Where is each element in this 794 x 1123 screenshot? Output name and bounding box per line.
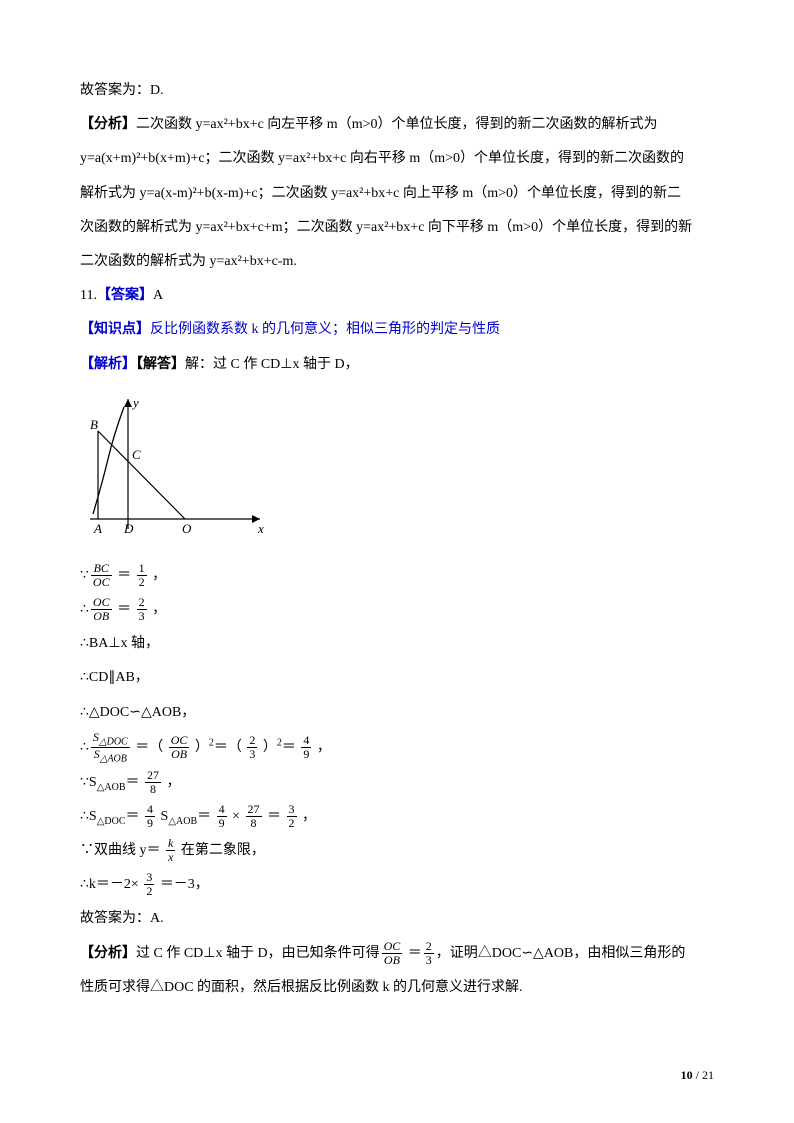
line-cd-par: ∴CD∥AB，	[80, 662, 714, 694]
p5: 次函数的解析式为 y=ax²+bx+c+m；二次函数 y=ax²+bx+c 向下…	[80, 212, 714, 244]
jx-label: 【解析】	[80, 357, 136, 372]
page-number: 10 / 21	[681, 1068, 714, 1083]
analysis-2b: 性质可求得△DOC 的面积，然后根据反比例函数 k 的几何意义进行求解.	[80, 972, 714, 1004]
p4: 解析式为 y=a(x-m)²+b(x-m)+c；二次函数 y=ax²+bx+c …	[80, 178, 714, 210]
eq-s-aob: ∵S△AOB＝ 278 ，	[80, 767, 714, 799]
solution-intro: 【解析】【解答】解：过 C 作 CD⊥x 轴于 D，	[80, 349, 714, 381]
page-total: 21	[702, 1068, 714, 1082]
eq-oc-ob: ∴OCOB ＝ 23 ，	[80, 594, 714, 626]
page-sep: /	[693, 1068, 702, 1082]
point-d: D	[123, 521, 134, 536]
p3: y=a(x+m)²+b(x+m)+c；二次函数 y=ax²+bx+c 向右平移 …	[80, 143, 714, 175]
answer-label: 【答案】	[97, 288, 153, 303]
eq-k-value: ∴k＝－2× 32 ＝－3，	[80, 869, 714, 901]
final-answer: 故答案为：A.	[80, 903, 714, 935]
document-body: 故答案为：D. 【分析】二次函数 y=ax²+bx+c 向左平移 m（m>0）个…	[80, 75, 714, 1004]
analysis-2: 【分析】过 C 作 CD⊥x 轴于 D，由已知条件可得OCOB ＝23，证明△D…	[80, 938, 714, 970]
eq-s-doc: ∴S△DOC＝ 49 S△AOB＝ 49 × 278 ＝ 32 ，	[80, 801, 714, 833]
analysis-p2: 【分析】二次函数 y=ax²+bx+c 向左平移 m（m>0）个单位长度，得到的…	[80, 109, 714, 141]
knowledge-point-line: 【知识点】反比例函数系数 k 的几何意义；相似三角形的判定与性质	[80, 314, 714, 346]
jd-text: 解：过 C 作 CD⊥x 轴于 D，	[185, 357, 359, 372]
point-o: O	[182, 521, 192, 536]
eq-hyperbola: ∵双曲线 y＝ kx 在第二象限，	[80, 835, 714, 867]
x-axis-label: x	[257, 521, 264, 536]
p2-text: 二次函数 y=ax²+bx+c 向左平移 m（m>0）个单位长度，得到的新二次函…	[136, 117, 658, 132]
jd-label: 【解答】	[136, 357, 185, 372]
eq-area-ratio: ∴S△DOCS△AOB ＝（ OCOB ）2＝（ 23 ）2＝ 49 ，	[80, 731, 714, 765]
point-b: B	[90, 417, 98, 432]
point-c: C	[132, 447, 141, 462]
p6: 二次函数的解析式为 y=ax²+bx+c-m.	[80, 246, 714, 278]
answer-d: 故答案为：D.	[80, 75, 714, 107]
q11-num: 11.	[80, 288, 97, 303]
line-ba-perp: ∴BA⊥x 轴，	[80, 628, 714, 660]
line-similar: ∴△DOC∽△AOB，	[80, 697, 714, 729]
kp-label: 【知识点】	[80, 322, 150, 337]
page-current: 10	[681, 1068, 693, 1082]
kp-text: 反比例函数系数 k 的几何意义；相似三角形的判定与性质	[150, 322, 500, 337]
eq-bc-oc: ∵BCOC ＝ 12 ，	[80, 560, 714, 592]
q11-answer: A	[153, 288, 163, 303]
q11-answer-line: 11.【答案】A	[80, 280, 714, 312]
y-axis-label: y	[131, 395, 139, 410]
fx-label: 【分析】	[80, 946, 136, 961]
analysis-label: 【分析】	[80, 117, 136, 132]
point-a: A	[93, 521, 102, 536]
geometry-diagram: y x B C A D O	[80, 389, 714, 552]
